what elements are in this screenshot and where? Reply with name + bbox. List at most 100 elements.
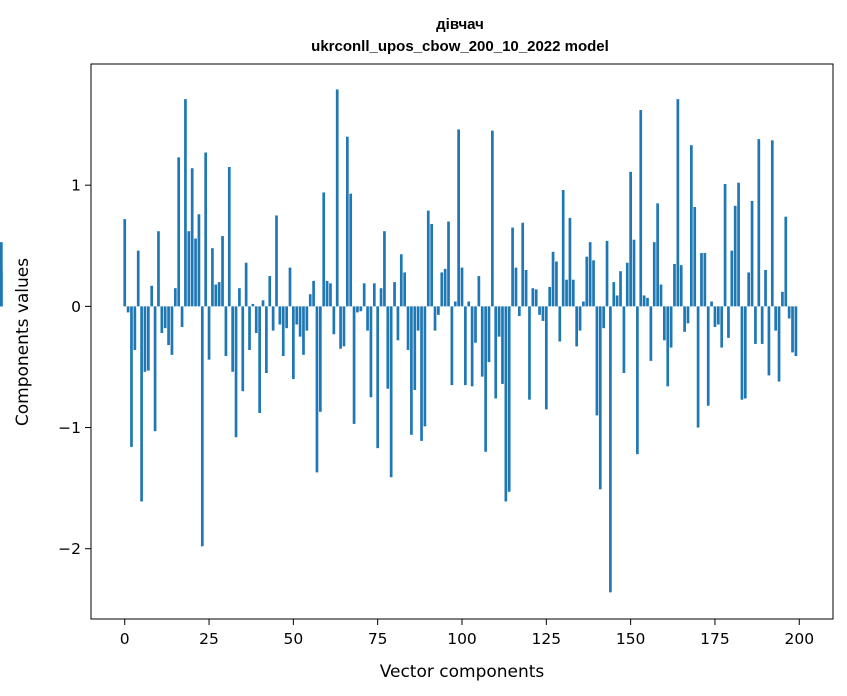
bar-163 xyxy=(673,263,676,307)
bar-10 xyxy=(157,231,160,307)
bar-197 xyxy=(787,306,791,319)
y-tick-label: 0 xyxy=(71,298,81,316)
bar-92 xyxy=(433,306,437,331)
bar-34 xyxy=(238,288,241,307)
bar-161 xyxy=(666,306,670,387)
chart-subtitle: ukrconll_upos_cbow_200_10_2022 model xyxy=(311,38,609,55)
bar-76 xyxy=(379,288,383,307)
bar-5 xyxy=(140,306,143,502)
bar-0 xyxy=(123,219,127,307)
bar-82 xyxy=(399,254,403,307)
bar-72 xyxy=(366,306,369,331)
x-axis-ticks: 0 25 50 75 100 125 150 175 200 xyxy=(120,619,814,648)
bar-172 xyxy=(703,253,707,307)
y-axis-ticks: −2 −1 0 1 xyxy=(58,177,91,558)
bar-98 xyxy=(453,301,457,307)
bar-130 xyxy=(561,190,565,307)
bar-80 xyxy=(393,282,396,307)
bar-96 xyxy=(447,221,450,307)
bar-143 xyxy=(605,240,609,307)
bar-79 xyxy=(389,306,393,478)
plot-frame xyxy=(90,63,834,620)
bar-133 xyxy=(571,279,575,307)
bar-99 xyxy=(457,129,460,307)
bar-100 xyxy=(460,267,464,307)
bar-188 xyxy=(757,139,761,307)
bar-150 xyxy=(629,171,632,307)
bar-35 xyxy=(241,306,245,392)
bar-27 xyxy=(214,284,218,307)
y-tick-label: −2 xyxy=(58,540,81,558)
bar-192 xyxy=(770,140,774,307)
x-tick-label: 150 xyxy=(616,630,646,648)
bar-134 xyxy=(575,306,579,347)
bar-77 xyxy=(383,231,386,307)
bar-181 xyxy=(733,205,737,307)
bar-44 xyxy=(271,306,275,331)
x-tick-label: 25 xyxy=(199,630,219,648)
bar-178 xyxy=(723,183,727,307)
bar-89 xyxy=(423,306,427,427)
bar-41 xyxy=(261,300,265,307)
bar-179 xyxy=(727,306,730,338)
bar-56 xyxy=(312,280,315,307)
bar-85 xyxy=(410,306,413,435)
x-tick-label: 200 xyxy=(784,630,814,648)
bar-180 xyxy=(730,250,734,307)
bar-138 xyxy=(588,242,592,307)
bar-116 xyxy=(514,267,518,307)
bar-43 xyxy=(268,276,272,307)
bar-undefined xyxy=(0,271,3,307)
bar-95 xyxy=(443,268,447,307)
bar-71 xyxy=(362,283,366,307)
bar-83 xyxy=(403,272,407,307)
bar-184 xyxy=(743,306,747,399)
bar-17 xyxy=(180,306,184,327)
bar-60 xyxy=(325,280,329,307)
x-tick-label: 50 xyxy=(283,630,303,648)
bar-88 xyxy=(420,306,423,441)
bar-127 xyxy=(551,251,555,307)
bar-174 xyxy=(710,301,713,307)
bar-11 xyxy=(160,306,164,334)
bar-137 xyxy=(585,256,589,307)
bar-109 xyxy=(491,130,494,307)
bar-165 xyxy=(679,265,683,307)
bar-65 xyxy=(342,306,346,347)
bar-45 xyxy=(275,215,278,307)
bar-115 xyxy=(511,227,514,307)
bar-73 xyxy=(369,306,373,398)
bar-70 xyxy=(359,306,363,312)
bar-107 xyxy=(484,306,487,452)
bar-171 xyxy=(700,253,703,307)
bar-128 xyxy=(555,261,558,307)
bar-113 xyxy=(504,306,508,502)
bar-118 xyxy=(521,222,525,307)
bar-1 xyxy=(126,306,130,313)
bar-4 xyxy=(136,250,140,307)
bar-183 xyxy=(740,306,744,400)
bar-112 xyxy=(501,306,504,384)
bar-87 xyxy=(416,306,420,331)
bar-139 xyxy=(592,260,595,307)
bar-167 xyxy=(686,306,690,324)
bar-6 xyxy=(143,306,147,372)
bar-21 xyxy=(194,238,197,307)
bar-147 xyxy=(619,271,622,307)
chart-title: дівчач xyxy=(436,16,484,33)
bar-145 xyxy=(612,282,616,307)
y-tick-label: 1 xyxy=(71,177,81,195)
bar-39 xyxy=(254,306,258,334)
bar-58 xyxy=(319,306,322,412)
bar-155 xyxy=(646,297,649,307)
bar-54 xyxy=(305,306,309,331)
bar-117 xyxy=(517,306,521,317)
bar-182 xyxy=(737,182,740,307)
bar-119 xyxy=(524,270,528,307)
bar-84 xyxy=(406,306,410,350)
bar-22 xyxy=(197,214,201,307)
bar-33 xyxy=(234,306,238,438)
bar-7 xyxy=(146,306,150,371)
bar-160 xyxy=(663,306,666,341)
bar-120 xyxy=(528,306,531,400)
